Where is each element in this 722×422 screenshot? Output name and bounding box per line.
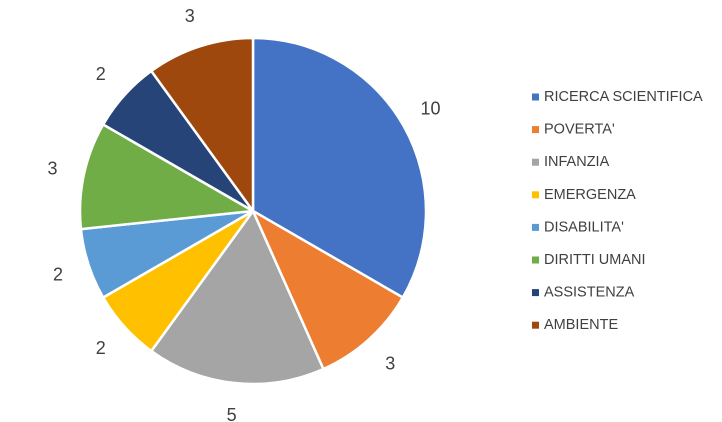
pie-slice-diritti-umani xyxy=(78,123,255,231)
legend-swatch-diritti-umani xyxy=(532,256,539,264)
pie-slice-poverta xyxy=(251,209,405,371)
pie-slice-ambiente xyxy=(150,36,255,213)
data-label-diritti-umani: 3 xyxy=(47,158,57,178)
pie-slices xyxy=(78,36,428,386)
legend-label-assistenza: ASSISTENZA xyxy=(544,285,635,301)
legend-label-ambiente: AMBIENTE xyxy=(544,317,618,333)
legend-swatch-emergenza xyxy=(532,191,539,199)
legend-swatch-poverta xyxy=(532,126,539,134)
legend-label-diritti-umani: DIRITTI UMANI xyxy=(544,252,646,268)
legend-label-ricerca-scientifica: RICERCA SCIENTIFICA xyxy=(544,89,703,105)
data-label-ricerca-scientifica: 10 xyxy=(420,99,440,119)
legend-swatch-assistenza xyxy=(532,289,539,297)
legend-swatch-infanzia xyxy=(532,158,539,166)
pie-slice-ricerca-scientifica xyxy=(251,36,428,299)
data-label-assistenza: 2 xyxy=(96,64,106,84)
legend-label-infanzia: INFANZIA xyxy=(544,154,610,170)
pie-data-labels: 10 3 5 2 2 3 2 3 xyxy=(47,6,440,422)
pie-slice-infanzia xyxy=(150,209,325,386)
legend-label-disabilita: DISABILITA' xyxy=(544,219,624,235)
data-label-emergenza: 2 xyxy=(96,338,106,358)
legend-label-poverta: POVERTA' xyxy=(544,122,615,138)
legend-swatch-ambiente xyxy=(532,321,539,329)
data-label-disabilita: 2 xyxy=(53,264,63,284)
legend-swatch-ricerca-scientifica xyxy=(532,93,539,101)
data-label-ambiente: 3 xyxy=(185,6,195,26)
legend-swatch-disabilita xyxy=(532,223,539,231)
data-label-infanzia: 5 xyxy=(227,405,237,422)
data-label-poverta: 3 xyxy=(385,353,395,373)
legend-label-emergenza: EMERGENZA xyxy=(544,187,636,203)
legend: RICERCA SCIENTIFICA POVERTA' INFANZIA EMERG… xyxy=(532,89,703,333)
